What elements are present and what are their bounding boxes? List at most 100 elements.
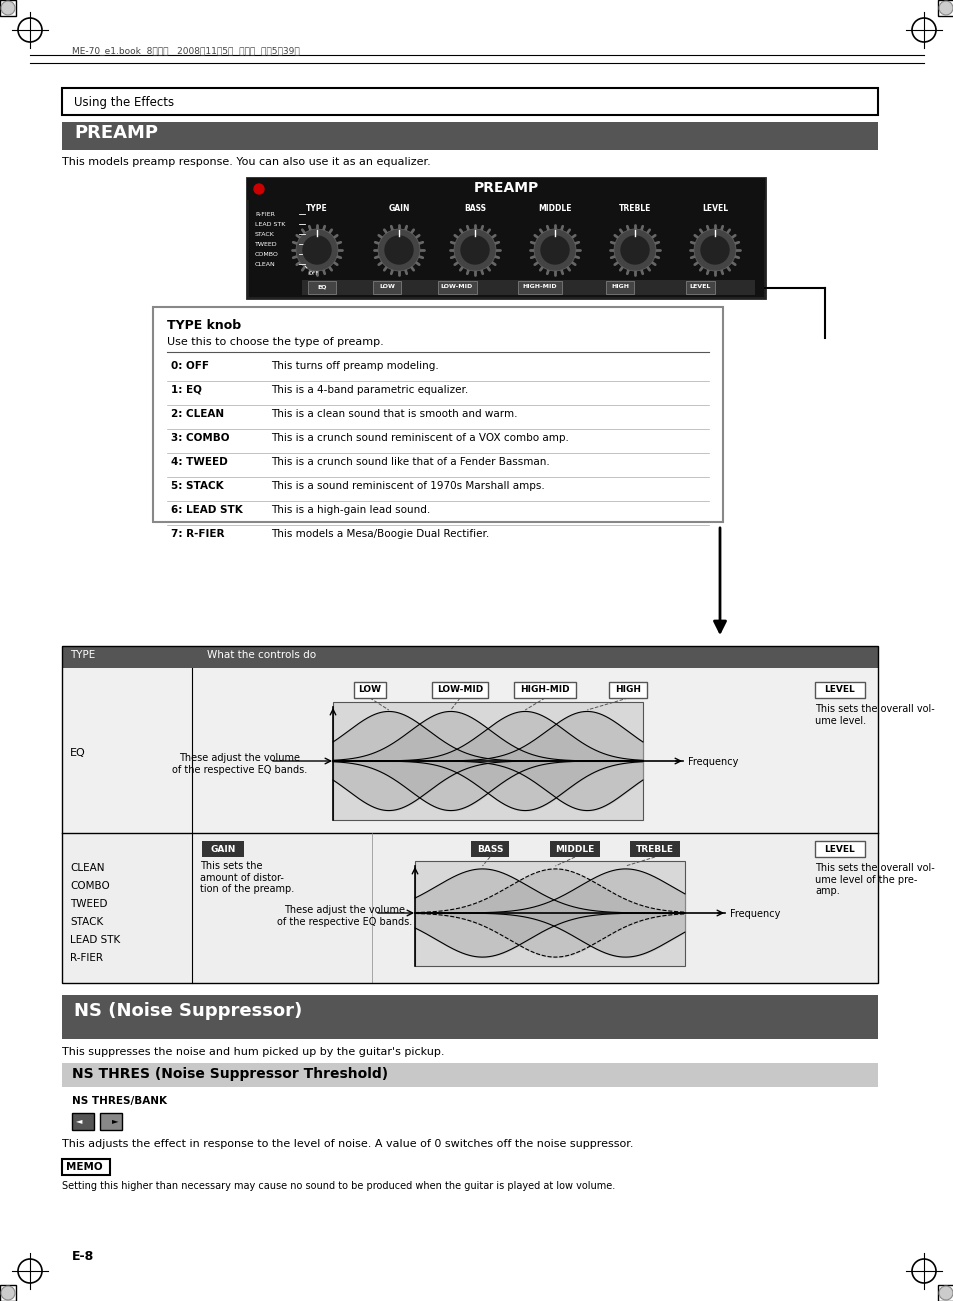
Text: HIGH-MID: HIGH-MID	[522, 285, 557, 290]
Bar	[437, 281, 476, 294]
Text: LOW-MID: LOW-MID	[440, 285, 473, 290]
Bar	[62, 1159, 110, 1175]
Circle shape	[700, 235, 728, 264]
Bar	[100, 1112, 122, 1131]
Text: 6: LEAD STK: 6: LEAD STK	[171, 505, 242, 515]
Text: 0: OFF: 0: OFF	[171, 360, 209, 371]
Circle shape	[938, 1, 952, 16]
Text: COMBO: COMBO	[70, 881, 110, 891]
Bar	[605, 281, 634, 294]
Text: This suppresses the noise and hum picked up by the guitar's pickup.: This suppresses the noise and hum picked…	[62, 1047, 444, 1056]
Circle shape	[693, 229, 735, 271]
Text: STACK: STACK	[70, 917, 103, 928]
Text: R-FIER: R-FIER	[70, 954, 103, 963]
Text: PREAMP: PREAMP	[473, 181, 538, 195]
Text: NS (Noise Suppressor): NS (Noise Suppressor)	[74, 1002, 302, 1020]
Text: MIDDLE: MIDDLE	[555, 844, 594, 853]
Bar	[550, 840, 599, 857]
Circle shape	[534, 229, 576, 271]
Bar	[354, 682, 386, 699]
Text: LEVEL: LEVEL	[823, 844, 855, 853]
Bar	[71, 1112, 94, 1131]
Bar	[937, 0, 953, 16]
Text: HIGH-MID: HIGH-MID	[519, 686, 569, 695]
Circle shape	[938, 1285, 952, 1300]
Circle shape	[540, 235, 568, 264]
Bar	[0, 0, 16, 16]
Text: ►: ►	[112, 1116, 118, 1125]
Bar	[432, 682, 488, 699]
Text: OFF: OFF	[309, 271, 319, 276]
Text: COMBO: COMBO	[254, 251, 278, 256]
Text: TYPE knob: TYPE knob	[167, 319, 241, 332]
Text: This adjusts the effect in response to the level of noise. A value of 0 switches: This adjusts the effect in response to t…	[62, 1138, 633, 1149]
Text: This is a crunch sound reminiscent of a VOX combo amp.: This is a crunch sound reminiscent of a …	[271, 433, 568, 444]
Text: LEVEL: LEVEL	[689, 285, 710, 290]
Text: Using the Effects: Using the Effects	[74, 96, 174, 109]
Text: This is a high-gain lead sound.: This is a high-gain lead sound.	[271, 505, 430, 515]
Text: 2: CLEAN: 2: CLEAN	[171, 409, 224, 419]
Text: LEVEL: LEVEL	[823, 686, 855, 695]
Circle shape	[460, 235, 489, 264]
Text: 7: R-FIER: 7: R-FIER	[171, 530, 224, 539]
Text: This models a Mesa/Boogie Dual Rectifier.: This models a Mesa/Boogie Dual Rectifier…	[271, 530, 489, 539]
Bar	[937, 1285, 953, 1301]
Text: This models preamp response. You can also use it as an equalizer.: This models preamp response. You can als…	[62, 157, 431, 167]
Text: LEVEL: LEVEL	[701, 204, 727, 213]
Text: EQ: EQ	[70, 748, 86, 758]
Circle shape	[295, 229, 337, 271]
Bar	[471, 840, 509, 857]
Bar	[814, 840, 864, 857]
Text: CLEAN: CLEAN	[70, 863, 105, 873]
Text: TWEED: TWEED	[254, 242, 277, 246]
Text: NS THRES/BANK: NS THRES/BANK	[71, 1095, 167, 1106]
Circle shape	[377, 229, 419, 271]
Text: This sets the
amount of distor-
tion of the preamp.: This sets the amount of distor- tion of …	[200, 861, 294, 894]
Text: LEAD STK: LEAD STK	[254, 221, 285, 226]
Text: This is a clean sound that is smooth and warm.: This is a clean sound that is smooth and…	[271, 409, 517, 419]
Circle shape	[303, 235, 331, 264]
Text: This is a 4-band parametric equalizer.: This is a 4-band parametric equalizer.	[271, 385, 468, 396]
Text: These adjust the volume
of the respective EQ bands.: These adjust the volume of the respectiv…	[172, 753, 307, 774]
Bar	[62, 833, 877, 984]
Circle shape	[385, 235, 413, 264]
Text: This sets the overall vol-
ume level.: This sets the overall vol- ume level.	[814, 704, 934, 726]
Text: TYPE: TYPE	[306, 204, 328, 213]
Text: MIDDLE: MIDDLE	[537, 204, 571, 213]
Bar	[62, 647, 877, 984]
Bar	[302, 280, 754, 295]
Circle shape	[614, 229, 656, 271]
Text: This sets the overall vol-
ume level of the pre-
amp.: This sets the overall vol- ume level of …	[814, 863, 934, 896]
Text: TYPE: TYPE	[70, 650, 95, 660]
Circle shape	[1, 1, 15, 16]
Bar	[608, 682, 646, 699]
Text: R-FIER: R-FIER	[254, 212, 274, 216]
Text: LOW: LOW	[378, 285, 395, 290]
Text: GAIN: GAIN	[388, 204, 410, 213]
Text: What the controls do: What the controls do	[207, 650, 315, 660]
Text: 5: STACK: 5: STACK	[171, 481, 223, 490]
Text: Frequency: Frequency	[729, 909, 780, 919]
Bar	[247, 178, 764, 298]
Text: This is a sound reminiscent of 1970s Marshall amps.: This is a sound reminiscent of 1970s Mar…	[271, 481, 544, 490]
Bar	[62, 667, 877, 833]
Bar	[62, 647, 877, 667]
Bar	[202, 840, 244, 857]
Bar	[152, 307, 722, 522]
Bar	[814, 682, 864, 699]
Bar	[415, 861, 684, 967]
Bar	[629, 840, 679, 857]
Text: 4: TWEED: 4: TWEED	[171, 457, 228, 467]
Bar	[62, 1063, 877, 1088]
Text: BASS: BASS	[476, 844, 503, 853]
Text: EQ: EQ	[317, 285, 327, 290]
Text: TREBLE: TREBLE	[636, 844, 673, 853]
Circle shape	[454, 229, 496, 271]
Text: CLEAN: CLEAN	[254, 262, 275, 267]
Text: ME-70_e1.book  8ページ   2008年11月5日  水曜日  午後5時39分: ME-70_e1.book 8ページ 2008年11月5日 水曜日 午後5時39…	[71, 46, 299, 55]
Bar	[514, 682, 576, 699]
Text: MEMO: MEMO	[66, 1162, 103, 1172]
Bar	[0, 1285, 16, 1301]
Text: NS THRES (Noise Suppressor Threshold): NS THRES (Noise Suppressor Threshold)	[71, 1067, 388, 1081]
Text: This turns off preamp modeling.: This turns off preamp modeling.	[271, 360, 438, 371]
